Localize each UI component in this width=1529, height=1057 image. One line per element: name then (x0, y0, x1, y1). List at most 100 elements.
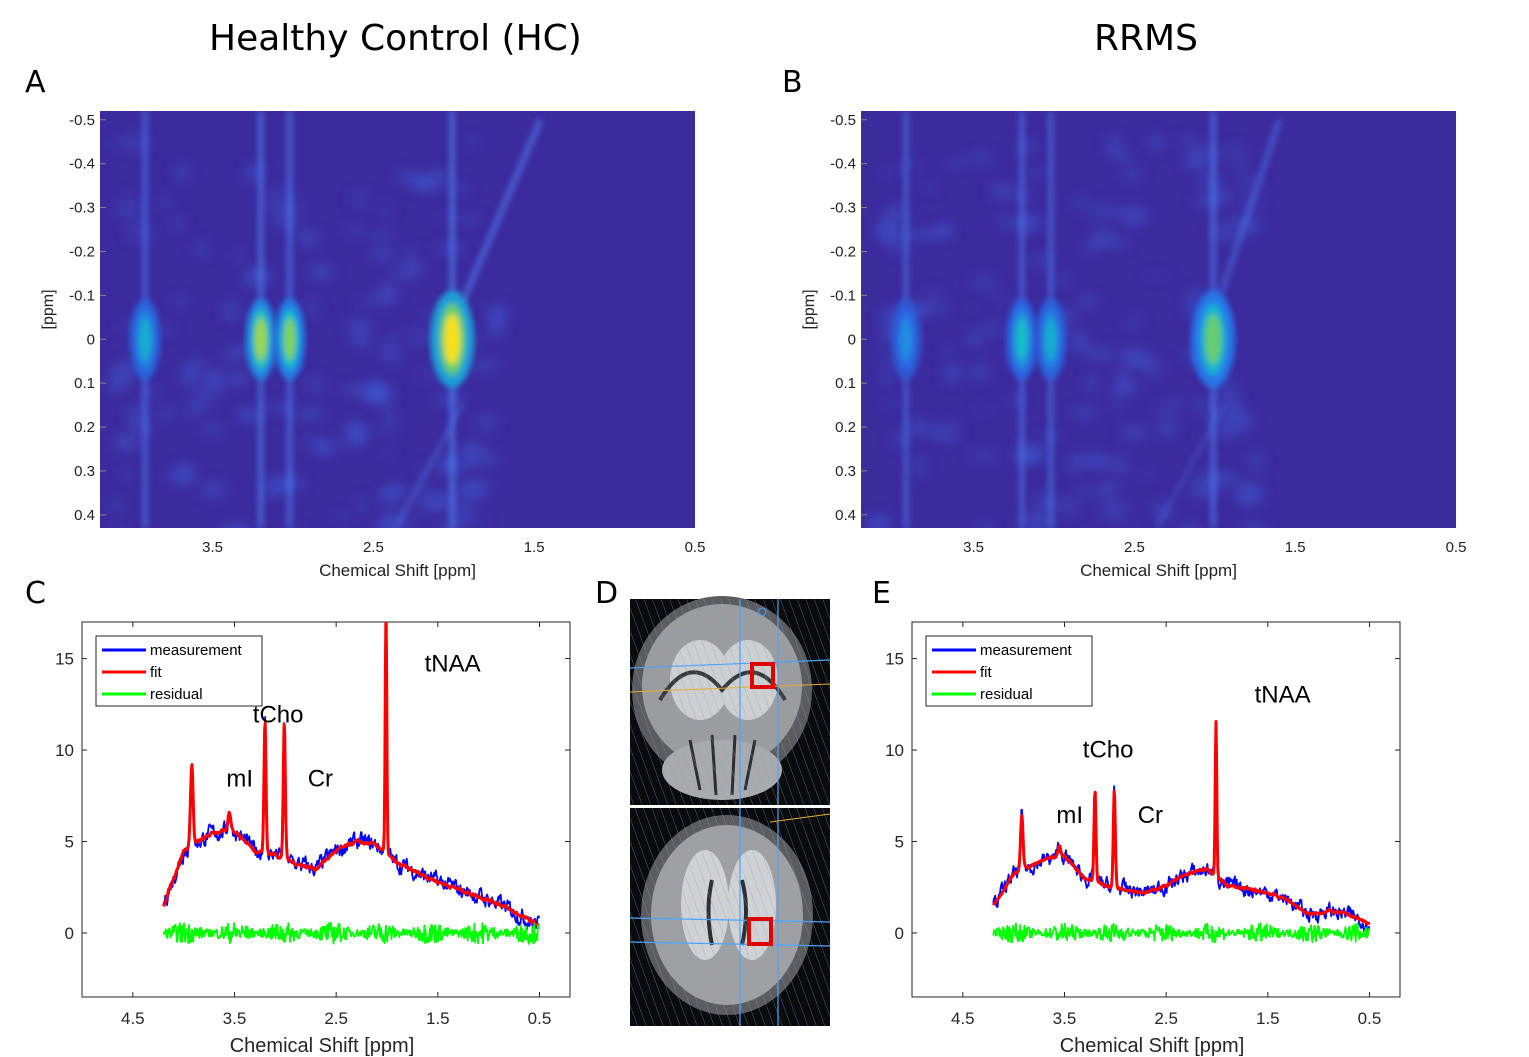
heatmap-peak (1035, 298, 1067, 380)
heatmap-a: 3.5 2.5 1.5 0.5 -0.5 -0.4 -0.3 -0.2 -0.1 0 0.1 0.2 0… (40, 111, 705, 580)
peak-annotation: tCho (253, 702, 304, 729)
x-axis-label: Chemical Shift [ppm] (230, 1035, 415, 1057)
y-axis-label: [ppm] (801, 289, 818, 329)
y-tick-label: 0.2 (74, 419, 95, 436)
x-tick-label: 1.5 (426, 1009, 450, 1028)
y-tick-label: -0.3 (69, 200, 95, 217)
y-tick-label: -0.5 (69, 112, 95, 129)
y-tick-label: 10 (885, 741, 904, 760)
series-line-measurement (992, 728, 1370, 933)
y-tick-label: 15 (885, 650, 904, 669)
peak-annotation: tNAA (425, 650, 481, 677)
x-tick-label: 1.5 (524, 539, 545, 556)
heatmap-b: 3.5 2.5 1.5 0.5 -0.5 -0.4 -0.3 -0.2 -0.1 0 0.1 0.2 0… (801, 111, 1466, 580)
heatmap-speckle (865, 133, 1266, 528)
x-tick-label: 0.5 (685, 539, 706, 556)
peak-annotation: Cr (308, 766, 333, 793)
x-tick-label: 3.5 (963, 539, 984, 556)
x-tick-label: 0.5 (528, 1009, 552, 1028)
panel-letter-a: A (25, 65, 46, 100)
legend-entry: residual (150, 686, 203, 703)
peak-annotation: mI (226, 766, 253, 793)
y-tick-label: -0.1 (830, 287, 856, 304)
heatmap-peak (430, 290, 475, 388)
x-tick-label: 4.5 (951, 1009, 975, 1028)
series-line-residual (992, 922, 1370, 944)
spectrum-c: 4.5 3.5 2.5 1.5 0.5 0 5 10 15 Chemical Shift [ppm… (55, 621, 571, 1057)
panel-letter-e: E (872, 576, 891, 611)
y-tick-label: 0.2 (835, 419, 856, 436)
y-tick-label: 5 (65, 833, 74, 852)
y-tick-label: 0.3 (74, 463, 95, 480)
y-tick-label: 0 (895, 924, 904, 943)
heatmap-peak (1191, 290, 1236, 388)
y-tick-label: 10 (55, 741, 74, 760)
y-tick-label: -0.4 (69, 156, 95, 173)
y-tick-label: 0.4 (835, 507, 856, 524)
legend-entry: fit (980, 664, 993, 681)
peak-annotation: Cr (1138, 802, 1163, 829)
x-tick-label: 3.5 (223, 1009, 247, 1028)
x-tick-label: 0.5 (1446, 539, 1467, 556)
y-tick-label: -0.3 (830, 200, 856, 217)
x-tick-label: 2.5 (1154, 1009, 1178, 1028)
heatmap-peak (129, 298, 161, 380)
y-tick-label: 0.1 (835, 375, 856, 392)
x-tick-label: 1.5 (1285, 539, 1306, 556)
y-tick-label: -0.2 (69, 243, 95, 260)
y-tick-label: 0 (65, 924, 74, 943)
x-axis-label: Chemical Shift [ppm] (319, 561, 476, 580)
panel-letter-d: D (595, 576, 619, 611)
heatmap-speckle (104, 132, 509, 528)
y-axis-label: [ppm] (40, 289, 57, 329)
y-tick-label: 0.4 (74, 507, 95, 524)
heatmap-peak (245, 298, 277, 380)
legend-entry: fit (150, 664, 163, 681)
legend: measurement fit residual (925, 635, 1093, 707)
legend: measurement fit residual (95, 635, 263, 707)
x-tick-label: 1.5 (1256, 1009, 1280, 1028)
heatmap-background (100, 111, 695, 528)
x-tick-label: 2.5 (363, 539, 384, 556)
x-tick-label: 2.5 (324, 1009, 348, 1028)
y-tick-label: 0.1 (74, 375, 95, 392)
y-tick-label: 0 (848, 331, 856, 348)
x-tick-label: 2.5 (1124, 539, 1145, 556)
y-tick-label: -0.5 (830, 112, 856, 129)
x-axis-label: Chemical Shift [ppm] (1080, 561, 1237, 580)
coronal-mri-icon (629, 596, 831, 805)
left-column-title: Healthy Control (HC) (209, 18, 582, 59)
x-axis-label: Chemical Shift [ppm] (1060, 1035, 1245, 1057)
y-tick-label: -0.2 (830, 243, 856, 260)
heatmap-peak (274, 298, 306, 380)
x-tick-label: 3.5 (202, 539, 223, 556)
heatmap-background (861, 111, 1456, 528)
x-tick-label: 4.5 (121, 1009, 145, 1028)
y-tick-label: 0 (87, 331, 95, 348)
peak-annotation: tCho (1083, 736, 1134, 763)
axial-mri-icon (629, 808, 831, 1026)
peak-annotation: tNAA (1255, 681, 1311, 708)
legend-entry: measurement (980, 642, 1073, 659)
series-line-residual (162, 922, 540, 945)
y-tick-label: -0.1 (69, 287, 95, 304)
y-tick-label: 5 (895, 833, 904, 852)
panel-letter-c: C (25, 576, 46, 611)
y-tick-label: 15 (55, 650, 74, 669)
series-line-fit (162, 622, 540, 927)
series-line-fit (992, 720, 1371, 926)
x-tick-label: 3.5 (1053, 1009, 1077, 1028)
peak-annotation: mI (1056, 802, 1083, 829)
legend-entry: measurement (150, 642, 243, 659)
panel-letter-b: B (782, 65, 803, 100)
panel-d-mri-views (629, 596, 831, 1026)
legend-entry: residual (980, 686, 1033, 703)
y-tick-label: 0.3 (835, 463, 856, 480)
heatmap-peak (890, 298, 922, 380)
spectrum-e: 4.5 3.5 2.5 1.5 0.5 0 5 10 15 Chemical Shift [ppm… (885, 621, 1401, 1057)
x-tick-label: 0.5 (1358, 1009, 1382, 1028)
right-column-title: RRMS (1094, 18, 1198, 59)
y-tick-label: -0.4 (830, 156, 856, 173)
heatmap-peak (1006, 298, 1038, 380)
